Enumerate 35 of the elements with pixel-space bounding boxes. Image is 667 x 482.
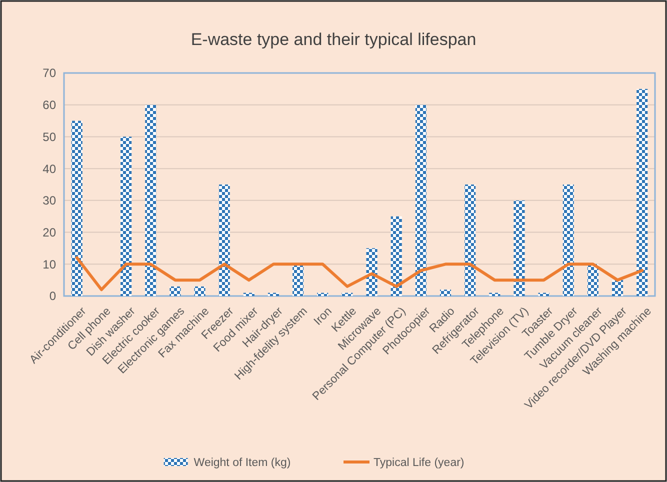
bar: [268, 292, 280, 296]
bar: [489, 292, 500, 296]
bar: [120, 136, 132, 296]
bar: [390, 216, 402, 296]
y-tick-label: 70: [42, 66, 56, 80]
bar: [218, 184, 230, 296]
bar: [71, 120, 82, 296]
bar: [612, 280, 624, 296]
y-tick-label: 10: [42, 257, 56, 272]
bar: [366, 248, 378, 296]
y-tick-label: 60: [42, 98, 56, 112]
bar: [514, 200, 525, 296]
legend-label: Weight of Item (kg): [194, 457, 291, 470]
bar: [342, 292, 353, 296]
bar: [415, 104, 426, 296]
y-tick-label: 0: [49, 289, 56, 304]
bar: [562, 184, 574, 296]
bar: [292, 264, 304, 296]
y-tick-label: 20: [42, 225, 56, 240]
bar: [440, 290, 452, 296]
bar: [145, 104, 156, 296]
y-tick-label: 40: [42, 162, 56, 176]
bar: [538, 292, 550, 296]
bar: [243, 292, 254, 296]
bar: [587, 264, 598, 296]
line-series: [75, 256, 644, 292]
bar: [194, 286, 206, 296]
y-tick-label: 50: [42, 130, 56, 144]
bar: [636, 88, 648, 296]
bar: [464, 184, 476, 296]
bar: [317, 292, 328, 296]
bar: [170, 286, 181, 296]
chart-title: E-waste type and their typical lifespan: [190, 30, 476, 49]
y-tick-label: 30: [42, 194, 56, 208]
legend-label: Typical Life (year): [374, 457, 464, 470]
